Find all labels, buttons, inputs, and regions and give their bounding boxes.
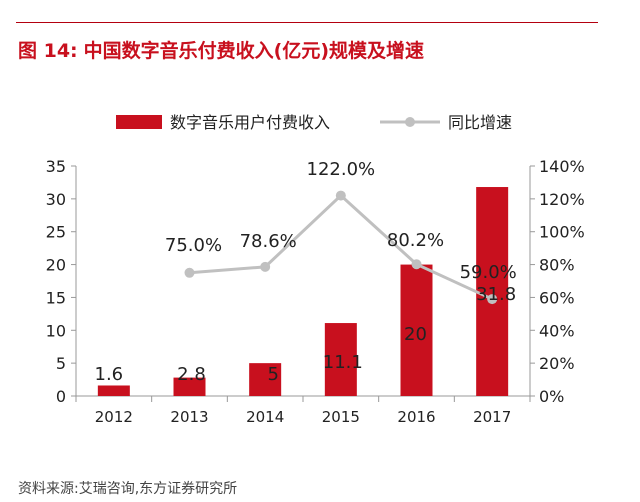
right-tick-label: 100%: [539, 223, 585, 242]
growth-point: [411, 259, 422, 270]
growth-data-label: 80.2%: [387, 230, 444, 251]
right-tick-label: 60%: [539, 288, 575, 307]
right-tick-label: 120%: [539, 190, 585, 209]
left-tick-label: 5: [56, 354, 66, 373]
x-tick-label: 2012: [95, 408, 133, 426]
growth-data-label: 78.6%: [240, 231, 297, 252]
left-tick-label: 0: [56, 387, 66, 406]
figure-title: 图 14: 中国数字音乐付费收入(亿元)规模及增速: [18, 36, 618, 63]
figure-number: 图 14:: [18, 40, 78, 62]
growth-point: [184, 267, 195, 278]
right-tick-label: 80%: [539, 256, 575, 275]
left-tick-label: 35: [46, 157, 66, 176]
growth-point: [487, 294, 498, 305]
bar: [173, 377, 206, 396]
x-tick-label: 2013: [170, 408, 208, 426]
left-tick-label: 15: [46, 288, 66, 307]
top-rule: [16, 22, 598, 23]
bar-data-label: 1.6: [95, 364, 124, 385]
bar: [476, 187, 509, 396]
right-tick-label: 40%: [539, 321, 575, 340]
growth-data-label: 75.0%: [165, 235, 222, 256]
bar: [249, 363, 282, 396]
growth-point: [335, 190, 346, 201]
right-tick-label: 140%: [539, 157, 585, 176]
bar: [324, 323, 357, 396]
chart: 数字音乐用户付费收入 同比增速 0 5 10 15 20 25 30 35 0% 20% 40% 60% 8…: [46, 113, 585, 426]
growth-line: [189, 193, 493, 301]
left-tick-label: 25: [46, 223, 66, 242]
legend-bar-swatch: [116, 115, 162, 129]
x-tick-label: 2016: [397, 408, 435, 426]
legend-line-marker: [405, 117, 415, 127]
growth-point: [260, 261, 271, 272]
bar-data-label: 2.8: [177, 364, 206, 385]
right-tick-label: 20%: [539, 354, 575, 373]
left-tick-label: 20: [46, 256, 66, 275]
growth-data-label: 59.0%: [460, 262, 517, 283]
legend-bar-label: 数字音乐用户付费收入: [170, 113, 330, 132]
bar-data-label: 11.1: [323, 352, 363, 373]
growth-data-label: 122.0%: [307, 159, 376, 180]
bar-data-label: 5: [267, 364, 278, 385]
left-tick-label: 30: [46, 190, 66, 209]
x-tick-label: 2014: [246, 408, 284, 426]
bar: [400, 264, 433, 396]
source-note: 资料来源:艾瑞咨询,东方证券研究所: [18, 481, 238, 497]
legend-line-label: 同比增速: [448, 113, 512, 132]
figure-title-text: 中国数字音乐付费收入(亿元)规模及增速: [83, 40, 425, 62]
x-tick-label: 2017: [473, 408, 511, 426]
bar-data-label: 20: [404, 324, 427, 345]
right-tick-label: 0%: [539, 387, 564, 406]
bar: [97, 385, 130, 396]
left-tick-label: 10: [46, 321, 66, 340]
bar-data-label: 31.8: [476, 284, 516, 305]
x-tick-label: 2015: [322, 408, 360, 426]
